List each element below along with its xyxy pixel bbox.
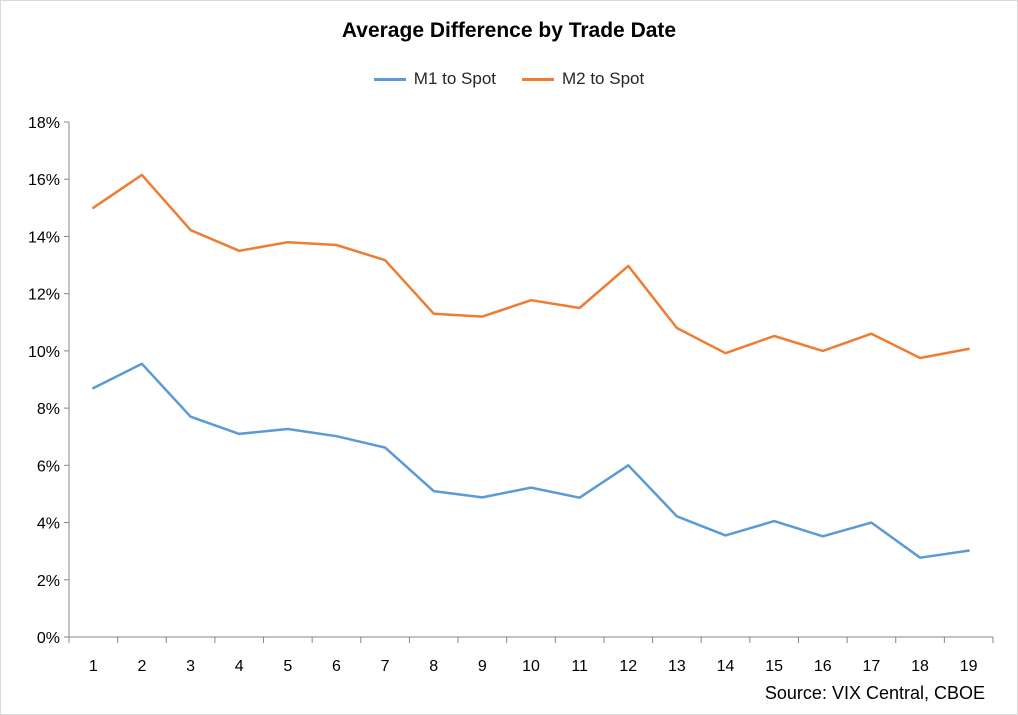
x-tick-label: 3 xyxy=(186,658,195,675)
y-tick-label: 4% xyxy=(37,516,60,533)
x-tick-label: 5 xyxy=(283,658,292,675)
y-tick-label: 10% xyxy=(28,344,60,361)
x-tick-label: 18 xyxy=(911,658,929,675)
x-tick-label: 9 xyxy=(478,658,487,675)
legend-item-m2: M2 to Spot xyxy=(522,69,644,89)
legend: M1 to Spot M2 to Spot xyxy=(1,69,1017,89)
x-tick-label: 1 xyxy=(89,658,98,675)
x-tick-label: 4 xyxy=(235,658,244,675)
legend-label-m2: M2 to Spot xyxy=(562,69,645,88)
x-tick-label: 11 xyxy=(571,658,588,675)
x-tick-label: 14 xyxy=(717,658,735,675)
legend-swatch-m2 xyxy=(522,77,554,81)
legend-label-m1: M1 to Spot xyxy=(413,69,496,88)
y-tick-label: 0% xyxy=(37,630,60,647)
source-note: Source: VIX Central, CBOE xyxy=(764,683,985,703)
x-tick-label: 8 xyxy=(429,658,438,675)
y-tick-label: 12% xyxy=(28,287,60,304)
y-tick-label: 16% xyxy=(28,172,60,189)
y-tick-label: 18% xyxy=(28,115,60,132)
y-tick-label: 2% xyxy=(37,573,60,590)
chart-title: Average Difference by Trade Date xyxy=(341,19,677,42)
x-tick-label: 10 xyxy=(522,658,540,675)
x-tick-label: 2 xyxy=(137,658,146,675)
series-line-m1-to-spot xyxy=(92,362,970,559)
x-tick-label: 13 xyxy=(668,658,686,675)
x-tick-label: 7 xyxy=(381,658,390,675)
y-tick-label: 14% xyxy=(28,229,60,246)
x-tick-label: 12 xyxy=(619,658,637,675)
x-tick-label: 15 xyxy=(765,658,783,675)
x-tick-label: 6 xyxy=(332,658,341,675)
legend-item-m1: M1 to Spot xyxy=(373,69,496,89)
x-tick-label: 19 xyxy=(960,658,978,675)
series-line-m2-to-spot xyxy=(92,173,970,360)
y-tick-label: 8% xyxy=(37,401,60,418)
x-tick-label: 17 xyxy=(863,658,881,675)
x-tick-label: 16 xyxy=(814,658,832,675)
y-tick-label: 6% xyxy=(37,458,60,475)
legend-swatch-m1 xyxy=(373,77,406,81)
